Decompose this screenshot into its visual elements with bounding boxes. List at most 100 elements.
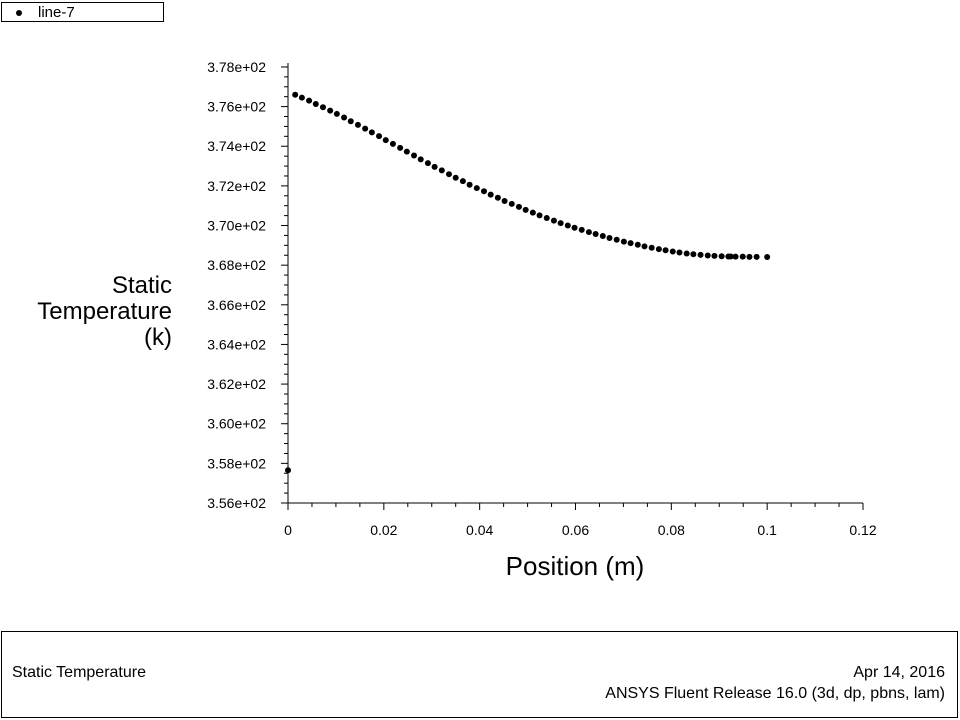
x-tick-label: 0.06 xyxy=(562,522,589,538)
data-point xyxy=(368,129,375,136)
data-point xyxy=(606,235,613,242)
x-tick-label: 0.08 xyxy=(658,522,685,538)
data-point xyxy=(298,94,305,101)
data-point xyxy=(536,212,543,219)
data-point xyxy=(592,231,599,238)
data-point xyxy=(354,121,361,128)
y-tick-label: 3.74e+02 xyxy=(207,138,266,154)
data-point xyxy=(312,101,319,108)
data-point xyxy=(333,110,340,117)
data-point xyxy=(466,181,473,188)
y-tick-label: 3.78e+02 xyxy=(207,59,266,75)
data-point xyxy=(585,229,592,236)
data-point xyxy=(397,144,404,151)
data-point xyxy=(648,244,655,251)
data-point xyxy=(327,107,334,114)
data-point xyxy=(319,104,326,111)
scatter-plot: 3.56e+02 3.58e+02 3.60e+02 3.62e+02 3.64e+02… xyxy=(37,59,877,581)
data-point xyxy=(641,243,648,250)
data-point xyxy=(543,214,550,221)
data-point xyxy=(746,253,753,260)
data-point xyxy=(494,194,501,201)
data-point xyxy=(292,91,299,98)
data-point xyxy=(627,240,634,247)
data-point xyxy=(599,233,606,240)
footer-title: Static Temperature xyxy=(12,664,146,681)
y-axis-title-line: (k) xyxy=(144,324,172,351)
y-tick-label: 3.68e+02 xyxy=(207,257,266,273)
data-point xyxy=(417,156,424,163)
data-point xyxy=(347,118,354,125)
legend-label: line-7 xyxy=(38,4,75,21)
data-point xyxy=(718,253,725,260)
y-tick-label: 3.64e+02 xyxy=(207,336,266,352)
footer-panel: Static Temperature Apr 14, 2016 ANSYS Fl… xyxy=(1,631,958,718)
data-point xyxy=(529,209,536,216)
y-tick-label: 3.76e+02 xyxy=(207,99,266,115)
data-point xyxy=(564,222,571,229)
data-point xyxy=(501,197,508,204)
legend-box: line-7 xyxy=(1,2,164,22)
y-tick-label: 3.70e+02 xyxy=(207,218,266,234)
y-tick-label: 3.58e+02 xyxy=(207,455,266,471)
data-point xyxy=(376,133,383,140)
legend-marker-icon xyxy=(16,10,22,16)
footer-release: ANSYS Fluent Release 16.0 (3d, dp, pbns,… xyxy=(605,685,945,702)
x-axis-title: Position (m) xyxy=(506,551,645,581)
data-point xyxy=(662,247,669,254)
data-point xyxy=(411,152,418,159)
data-point xyxy=(424,160,431,167)
y-axis-title-line: Static xyxy=(112,272,172,299)
data-point xyxy=(683,250,690,257)
data-point xyxy=(431,163,438,170)
x-tick-label: 0 xyxy=(284,522,292,538)
data-point xyxy=(403,148,410,155)
x-tick-label: 0.12 xyxy=(849,522,876,538)
data-point xyxy=(732,253,739,260)
data-point xyxy=(697,251,704,258)
data-point xyxy=(690,251,697,258)
data-point xyxy=(382,137,389,144)
y-tick-label: 3.72e+02 xyxy=(207,178,266,194)
data-point xyxy=(655,246,662,253)
data-point xyxy=(285,467,291,474)
data-point xyxy=(550,217,557,224)
y-tick-label: 3.62e+02 xyxy=(207,376,266,392)
data-point xyxy=(487,191,494,198)
y-tick-label: 3.66e+02 xyxy=(207,297,266,313)
y-tick-label: 3.56e+02 xyxy=(207,495,266,511)
data-point xyxy=(452,174,459,181)
data-point xyxy=(727,253,734,260)
data-point xyxy=(522,206,529,213)
data-point xyxy=(557,220,564,227)
x-tick-label: 0.04 xyxy=(466,522,493,538)
data-point xyxy=(620,238,627,245)
data-point xyxy=(438,167,445,174)
y-axis-title-line: Temperature xyxy=(37,298,172,325)
data-point xyxy=(711,252,718,259)
data-point xyxy=(515,203,522,210)
x-tick-label: 0.02 xyxy=(370,522,397,538)
data-point xyxy=(753,253,760,260)
data-point xyxy=(578,226,585,233)
data-point xyxy=(459,178,466,185)
data-point xyxy=(306,97,313,104)
data-point xyxy=(571,224,578,231)
data-point xyxy=(676,249,683,256)
data-point xyxy=(389,140,396,147)
data-point xyxy=(704,252,711,259)
footer-date: Apr 14, 2016 xyxy=(853,664,945,681)
data-point xyxy=(480,188,487,195)
data-point xyxy=(473,185,480,192)
data-point xyxy=(446,171,452,178)
x-tick-label: 0.1 xyxy=(757,522,777,538)
data-point xyxy=(508,200,515,207)
data-point xyxy=(739,253,746,260)
data-point xyxy=(613,236,620,243)
data-point xyxy=(764,254,771,261)
data-point xyxy=(669,248,676,255)
y-tick-label: 3.60e+02 xyxy=(207,416,266,432)
data-point xyxy=(362,125,369,132)
data-point xyxy=(341,114,348,121)
data-point xyxy=(634,241,641,248)
